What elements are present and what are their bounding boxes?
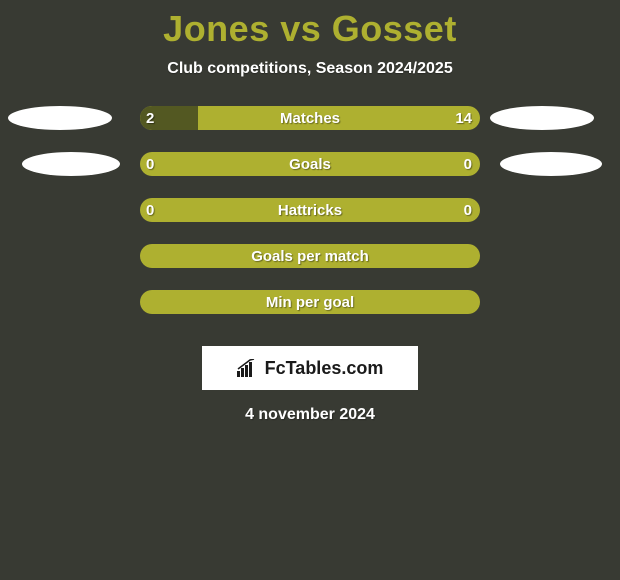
brand-box[interactable]: FcTables.com xyxy=(202,346,418,390)
stat-row: 214Matches xyxy=(0,106,620,152)
chart-icon xyxy=(237,359,259,377)
subtitle: Club competitions, Season 2024/2025 xyxy=(0,60,620,78)
stat-label: Matches xyxy=(140,106,480,130)
brand-text: FcTables.com xyxy=(265,358,384,379)
stat-bar: 00Hattricks xyxy=(140,198,480,222)
stat-row: 00Goals xyxy=(0,152,620,198)
player-right-avatar xyxy=(500,152,602,176)
stat-row: Min per goal xyxy=(0,290,620,336)
page-title: Jones vs Gosset xyxy=(0,0,620,50)
player-right-avatar xyxy=(490,106,594,130)
stat-label: Goals per match xyxy=(140,244,480,268)
stat-bar: 00Goals xyxy=(140,152,480,176)
stat-label: Hattricks xyxy=(140,198,480,222)
stat-row: 00Hattricks xyxy=(0,198,620,244)
stat-row: Goals per match xyxy=(0,244,620,290)
stat-bar: Goals per match xyxy=(140,244,480,268)
stat-bar: Min per goal xyxy=(140,290,480,314)
player-left-avatar xyxy=(22,152,120,176)
stat-label: Goals xyxy=(140,152,480,176)
date-text: 4 november 2024 xyxy=(0,406,620,424)
stat-bar: 214Matches xyxy=(140,106,480,130)
player-left-avatar xyxy=(8,106,112,130)
stat-label: Min per goal xyxy=(140,290,480,314)
comparison-block: 214Matches 00Goals 00Hattricks Goals per ma… xyxy=(0,106,620,336)
